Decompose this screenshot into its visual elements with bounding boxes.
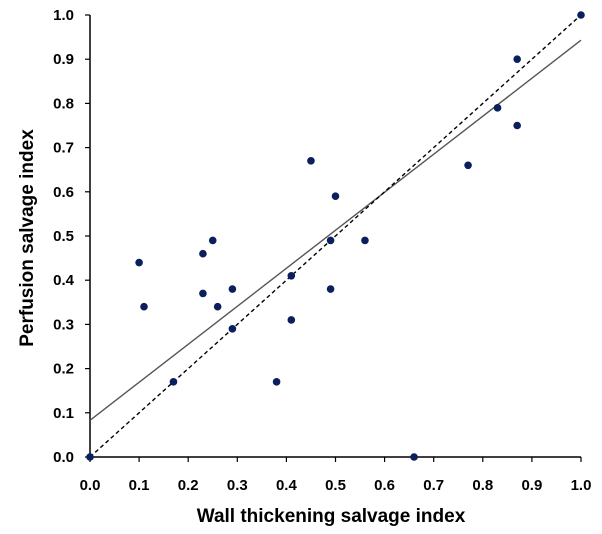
y-tick-label: 0.9 — [53, 51, 74, 68]
data-point — [577, 11, 585, 19]
data-point — [199, 249, 207, 258]
x-tick-label: 0.5 — [325, 477, 346, 494]
data-point — [208, 236, 217, 245]
y-tick-label: 0.8 — [53, 95, 74, 112]
y-tick-label: 0.5 — [53, 228, 74, 245]
y-tick-label: 0.6 — [53, 184, 74, 201]
identity-line — [89, 14, 582, 458]
reference-lines — [89, 14, 582, 458]
data-point — [199, 289, 207, 298]
data-point — [135, 258, 143, 267]
y-tick-label: 0.7 — [53, 140, 74, 157]
data-point — [361, 236, 369, 245]
axes — [85, 14, 582, 462]
data-point — [513, 55, 521, 63]
x-axis-title: Wall thickening salvage index — [197, 506, 466, 527]
data-point — [307, 157, 315, 165]
x-tick-label: 0.2 — [178, 477, 199, 494]
data-point — [331, 192, 340, 201]
y-tick-label: 0.4 — [53, 272, 75, 289]
x-tick-label: 0.4 — [276, 477, 298, 494]
tick-labels: 0.0 0.1 0.2 0.3 0.4 0.5 0.6 0.7 0.8 0.9 1.0 0.0 0.1 0… — [53, 7, 591, 494]
data-point — [464, 161, 472, 170]
data-points — [86, 11, 585, 461]
x-tick-label: 0.9 — [521, 477, 542, 494]
data-point — [213, 302, 222, 311]
x-tick-label: 0.7 — [423, 477, 444, 494]
x-tick-label: 1.0 — [571, 477, 592, 494]
y-tick-label: 0.2 — [53, 361, 74, 378]
y-tick-label: 0.0 — [53, 449, 74, 466]
x-tick-label: 0.6 — [374, 477, 395, 494]
data-point — [326, 236, 335, 245]
y-tick-label: 0.1 — [53, 405, 74, 422]
data-point — [140, 302, 148, 311]
data-point — [493, 104, 502, 112]
y-tick-label: 0.3 — [53, 316, 74, 333]
y-tick-label: 1.0 — [53, 7, 74, 24]
regression-line — [89, 39, 582, 421]
data-point — [287, 316, 296, 324]
data-point — [272, 378, 281, 386]
data-point — [169, 378, 178, 386]
x-tick-label: 0.3 — [227, 477, 248, 494]
x-tick-label: 0.0 — [80, 477, 101, 494]
data-point — [287, 271, 296, 280]
data-point — [326, 285, 335, 293]
data-point — [228, 285, 237, 293]
data-point — [228, 325, 237, 333]
x-tick-label: 0.1 — [129, 477, 150, 494]
data-point — [410, 453, 418, 461]
y-axis-title: Perfusion salvage index — [17, 129, 38, 347]
data-point — [86, 453, 94, 461]
data-point — [513, 121, 521, 130]
x-tick-label: 0.8 — [472, 477, 493, 494]
